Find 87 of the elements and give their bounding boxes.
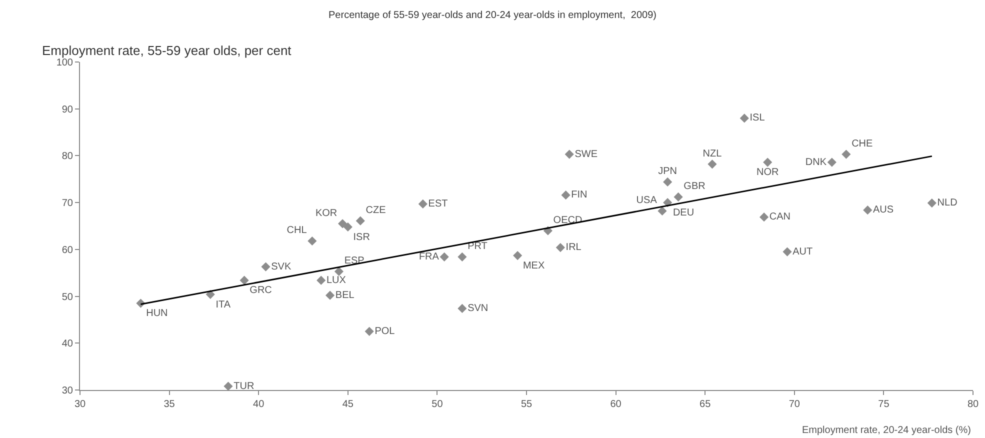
point	[224, 382, 233, 391]
data-label: CHE	[852, 138, 874, 150]
point	[561, 190, 570, 200]
data-label: POL	[374, 326, 396, 337]
point	[564, 150, 574, 159]
data-label: SWE	[574, 148, 598, 160]
point	[308, 236, 317, 246]
data-label: ISR	[353, 232, 370, 243]
data-label: SVN	[468, 302, 488, 314]
x-tick-label: 45	[342, 399, 354, 410]
point	[343, 222, 352, 232]
point	[325, 290, 335, 300]
data-label: GBR	[684, 181, 706, 192]
y-tick-label: 80	[62, 151, 74, 162]
point	[261, 262, 270, 272]
data-label: KOR	[315, 208, 338, 219]
y-tick-label: 30	[62, 386, 74, 396]
point	[240, 276, 249, 285]
y-tick-label: 100	[56, 58, 74, 68]
x-tick-label: 35	[164, 399, 176, 410]
point	[458, 304, 467, 314]
x-tick-label: 75	[878, 399, 890, 410]
data-label: EST	[428, 198, 448, 210]
data-label: USA	[636, 195, 658, 206]
y-tick-label: 90	[62, 104, 74, 116]
point	[759, 212, 769, 222]
point	[674, 192, 683, 202]
y-axis-title: Employment rate, 55-59 year olds, per cent	[42, 43, 292, 58]
x-tick-label: 30	[74, 399, 86, 410]
data-label: LUX	[326, 274, 346, 286]
data-label: FIN	[571, 190, 588, 201]
point	[364, 326, 374, 336]
data-label: ITA	[216, 299, 231, 310]
data-label: DNK	[805, 156, 827, 168]
data-label: FRA	[418, 251, 440, 262]
data-label: GRC	[250, 285, 272, 296]
data-label: TUR	[234, 380, 254, 392]
data-label: ISL	[750, 112, 766, 124]
data-label: AUT	[792, 246, 813, 258]
data-label: CHL	[286, 225, 308, 236]
data-label: NLD	[937, 198, 958, 209]
point	[316, 276, 326, 285]
data-label: CAN	[769, 212, 791, 223]
x-tick-label: 70	[788, 399, 800, 410]
point	[356, 216, 365, 226]
point	[663, 198, 672, 208]
x-tick-label: 60	[610, 399, 622, 410]
y-tick-label: 50	[62, 292, 74, 303]
x-tick-label: 55	[520, 399, 532, 410]
point	[842, 150, 851, 159]
y-tick-label: 60	[62, 244, 74, 256]
point	[458, 252, 467, 262]
data-label: IRL	[566, 242, 582, 254]
point	[740, 114, 749, 123]
point	[782, 247, 792, 256]
x-tick-label: 40	[253, 399, 265, 410]
chart-title: Percentage of 55-59 year-olds and 20-24 year-olds in employment, 2009)	[328, 10, 656, 21]
y-tick-label: 40	[62, 338, 74, 350]
data-label: JPN	[658, 166, 678, 178]
point	[440, 252, 449, 262]
data-label: HUN	[146, 308, 168, 320]
x-tick-label: 50	[432, 399, 444, 410]
point	[556, 243, 565, 252]
data-label: MEX	[522, 260, 545, 272]
y-tick-label: 70	[62, 198, 74, 210]
x-tick-label: 65	[700, 399, 712, 410]
data-label: NZL	[702, 148, 722, 160]
point	[334, 266, 344, 276]
data-label: ESP	[344, 256, 365, 267]
data-label: AUS	[873, 204, 894, 216]
point	[658, 206, 667, 216]
data-label: BEL	[335, 290, 355, 301]
point	[708, 160, 717, 169]
data-label: CZE	[366, 204, 386, 216]
point	[763, 158, 772, 167]
data-label: DEU	[672, 207, 694, 218]
point	[663, 177, 672, 186]
x-tick-label: 80	[967, 399, 979, 410]
point	[827, 158, 836, 167]
point	[418, 199, 428, 209]
data-label: NOR	[756, 167, 779, 178]
data-label: SVK	[271, 261, 292, 272]
point	[513, 250, 522, 260]
point	[863, 206, 872, 215]
point	[927, 198, 936, 208]
x-axis-title: Employment rate, 20-24 year-olds (%)	[802, 425, 971, 436]
point	[338, 219, 348, 228]
